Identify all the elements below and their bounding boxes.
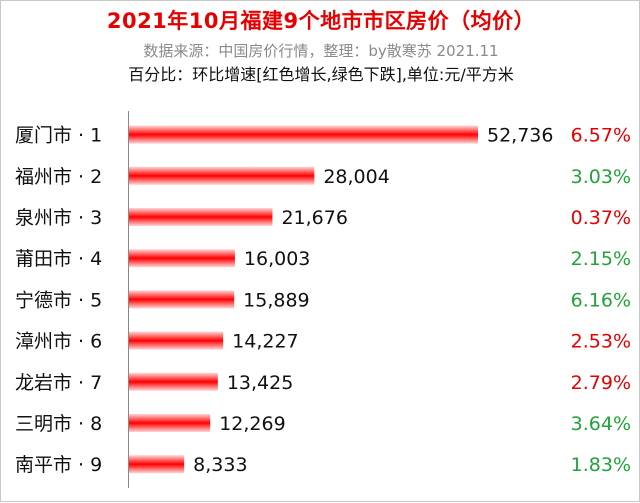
bar <box>129 208 273 226</box>
value-label: 28,004 <box>323 166 389 188</box>
value-label: 8,333 <box>193 454 247 476</box>
bar <box>129 249 235 268</box>
value-label: 16,003 <box>244 248 310 270</box>
percent-label: 2.15% <box>571 248 631 270</box>
chart-subtitle: 数据来源：中国房价行情，整理：by散寒苏 2021.11 <box>143 42 499 60</box>
category-label: 龙岩市 · 7 <box>15 372 102 394</box>
value-label: 15,889 <box>243 289 309 311</box>
bar <box>129 331 224 350</box>
bar <box>129 125 478 144</box>
percent-label: 6.16% <box>571 289 631 311</box>
percent-label: 6.57% <box>571 125 631 147</box>
chart-title: 2021年10月福建9个地市市区房价（均价） <box>106 9 536 33</box>
percent-label: 3.64% <box>571 413 631 435</box>
percent-label: 2.53% <box>571 331 631 353</box>
value-label: 21,676 <box>281 207 347 229</box>
bar <box>129 166 315 185</box>
value-label: 12,269 <box>219 413 285 435</box>
bar <box>129 455 185 474</box>
chart-note: 百分比：环比增速[红色增长,绿色下跌],单位:元/平方米 <box>128 65 514 84</box>
category-label: 莆田市 · 4 <box>15 248 102 270</box>
category-label: 宁德市 · 5 <box>15 289 102 311</box>
bar <box>129 372 218 391</box>
value-label: 13,425 <box>227 372 293 394</box>
value-label: 52,736 <box>487 125 553 147</box>
category-label: 南平市 · 9 <box>15 454 102 476</box>
percent-label: 2.79% <box>571 372 631 394</box>
category-label: 三明市 · 8 <box>15 413 102 435</box>
category-label: 泉州市 · 3 <box>15 207 102 229</box>
category-label: 福州市 · 2 <box>15 166 102 188</box>
bar <box>129 414 211 432</box>
percent-label: 1.83% <box>571 454 631 476</box>
percent-label: 3.03% <box>571 166 631 188</box>
category-label: 漳州市 · 6 <box>15 331 102 353</box>
bar <box>129 290 235 309</box>
category-label: 厦门市 · 1 <box>15 125 102 147</box>
value-label: 14,227 <box>232 331 298 353</box>
percent-label: 0.37% <box>571 207 631 229</box>
